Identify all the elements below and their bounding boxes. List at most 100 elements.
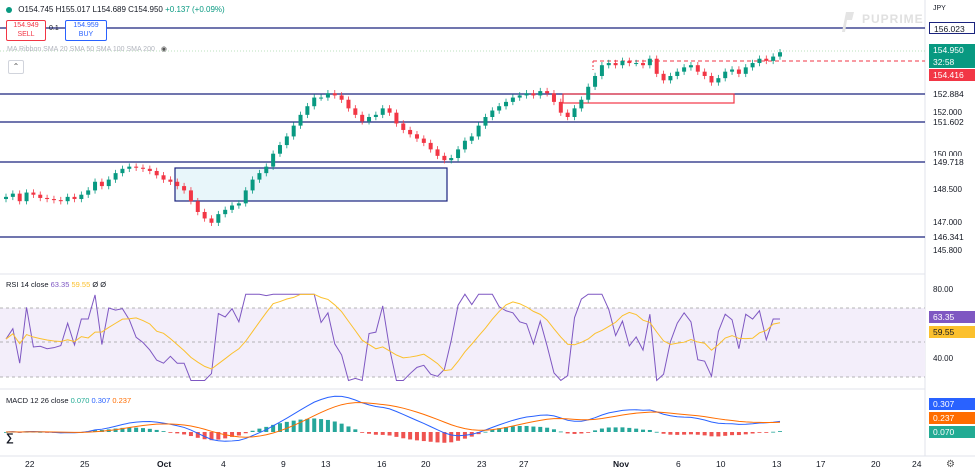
candle-body — [743, 67, 748, 74]
tradingview-logo-icon[interactable]: ∑ — [6, 432, 14, 444]
candle-body — [298, 114, 303, 126]
last-price-label: 154.950 — [929, 44, 975, 56]
candle-body — [723, 71, 728, 79]
macd-hist-bar — [140, 428, 145, 432]
candle-body — [579, 99, 584, 109]
time-tick: 6 — [676, 459, 681, 469]
eye-icon[interactable]: ◉ — [160, 46, 167, 53]
candle-body — [209, 218, 214, 223]
macd-hist-bar — [408, 432, 413, 440]
candle-body — [236, 203, 241, 206]
macd-hist-bar — [339, 423, 344, 432]
macd-hist-bar — [736, 432, 741, 436]
buy-price: 154.959 — [73, 22, 99, 29]
candle-body — [127, 166, 132, 169]
macd-hist-bar — [298, 419, 303, 432]
rsi-tick: 80.00 — [933, 285, 954, 294]
currency-label[interactable]: JPY — [933, 5, 946, 12]
candle-body — [716, 78, 721, 83]
macd-hist-bar — [250, 430, 255, 432]
candle-body — [504, 101, 509, 107]
candle-body — [408, 129, 413, 135]
sell-button[interactable]: 154.949 SELL — [6, 20, 46, 41]
candle-body — [373, 114, 378, 118]
candle-body — [380, 108, 385, 115]
macd-hist-bar — [284, 421, 289, 432]
candle-body — [120, 168, 125, 174]
macd-hist-bar — [332, 421, 337, 432]
candle-body — [99, 181, 104, 187]
macd-hist-bar — [688, 432, 693, 435]
candle-body — [613, 63, 618, 66]
candle-body — [558, 101, 563, 113]
buy-button[interactable]: 154.959 BUY — [65, 20, 107, 41]
macd-hist-bar — [483, 431, 488, 433]
ohlc-high: H155.017 — [55, 5, 91, 14]
candle-body — [188, 190, 193, 202]
macd-line-label: 0.307 — [929, 398, 975, 410]
candle-body — [469, 136, 474, 141]
candle-body — [257, 173, 262, 180]
macd-hist-bar — [421, 432, 426, 442]
price-label-156023: 156.023 — [929, 22, 975, 34]
macd-hist-bar — [195, 432, 200, 438]
candle-body — [305, 106, 310, 115]
macd-hist-bar — [230, 432, 235, 437]
candle-body — [284, 136, 289, 146]
candle-body — [271, 153, 276, 167]
candle-body — [38, 194, 43, 198]
candle-body — [421, 138, 426, 143]
supply-zone-box[interactable] — [562, 93, 735, 104]
macd-hist-bar — [428, 432, 433, 442]
candle-body — [627, 60, 632, 64]
candle-body — [168, 179, 173, 182]
candle-body — [442, 155, 447, 161]
macd-hist-bar — [647, 429, 652, 432]
candle-body — [161, 175, 166, 180]
macd-hist-bar — [236, 432, 241, 436]
candle-body — [147, 168, 152, 171]
macd-signal-value: 0.237 — [112, 396, 132, 405]
price-tick: 152.000 — [933, 108, 962, 117]
macd-hist-bar — [743, 432, 748, 435]
macd-hist-bar — [353, 429, 358, 432]
macd-lines — [4, 395, 782, 443]
macd-legend[interactable]: MACD 12 26 close 0.070 0.307 0.237 — [6, 396, 131, 405]
candle-body — [668, 75, 673, 81]
candle-body — [86, 190, 91, 195]
candlestick-series — [4, 49, 782, 227]
time-tick: Nov — [613, 459, 630, 469]
macd-hist-bar — [716, 432, 721, 437]
rsi-legend[interactable]: RSI 14 close 63.35 59.55 Ø Ø — [6, 280, 106, 289]
candle-body — [456, 149, 461, 159]
candle-body — [449, 158, 454, 161]
ohlc-bar: O154.745 H155.017 L154.689 C154.950 +0.1… — [6, 5, 225, 14]
candle-body — [346, 99, 351, 109]
candle-body — [202, 211, 207, 219]
macd-hist-bar — [675, 432, 680, 435]
candle-body — [182, 186, 187, 191]
macd-hist-bar — [182, 432, 187, 435]
macd-hist-bar — [442, 432, 447, 443]
macd-hist-bar — [551, 429, 556, 432]
candle-body — [401, 123, 406, 130]
demand-zone-box[interactable] — [174, 167, 448, 202]
rsi-extra-value: Ø Ø — [92, 280, 107, 289]
collapse-chevron-icon[interactable]: ⌃ — [8, 60, 24, 74]
ma-ribbon-legend[interactable]: MA Ribbon SMA 20 SMA 50 SMA 100 SMA 200 … — [7, 45, 167, 53]
market-open-icon — [6, 6, 12, 13]
price-tick: 147.000 — [933, 218, 962, 227]
candle-body — [31, 192, 36, 195]
candle-body — [360, 114, 365, 122]
bar-countdown-label: 32:58 — [929, 56, 975, 68]
gear-icon[interactable]: ⚙ — [946, 459, 955, 470]
candle-body — [736, 69, 741, 74]
puprime-logo-icon — [842, 12, 854, 32]
rsi-lines — [5, 293, 781, 382]
macd-hist-value: 0.070 — [70, 396, 90, 405]
rsi-value: 63.35 — [50, 280, 70, 289]
entry-price-label: 154.416 — [929, 69, 975, 81]
candle-body — [497, 106, 502, 111]
candle-body — [565, 112, 570, 118]
